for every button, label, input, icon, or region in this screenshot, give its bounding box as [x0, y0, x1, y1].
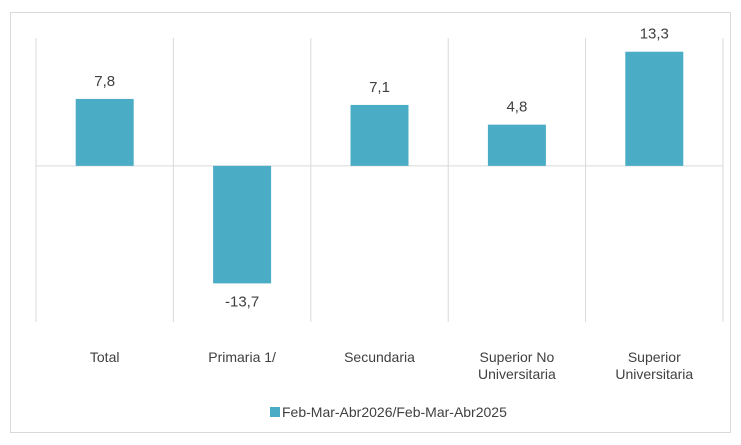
bar — [213, 165, 272, 284]
x-tick-label: Superior Universitaria — [615, 349, 694, 382]
x-tick-label: Secundaria — [344, 349, 415, 365]
data-label: 4,8 — [506, 99, 527, 116]
data-label: 7,8 — [94, 73, 115, 90]
x-tick-label: Primaria 1/ — [208, 349, 276, 365]
x-tick-label: Superior No Universitaria — [477, 349, 556, 382]
bar — [75, 98, 134, 166]
data-label: 7,1 — [369, 79, 390, 96]
legend-swatch — [270, 407, 280, 417]
legend-label: Feb-Mar-Abr2026/Feb-Mar-Abr2025 — [282, 404, 507, 420]
data-label: 13,3 — [640, 26, 669, 43]
bar — [625, 51, 684, 166]
x-tick-label: Total — [89, 349, 120, 365]
chart-border — [10, 12, 731, 433]
bar — [350, 104, 409, 166]
data-label: -13,7 — [225, 293, 259, 310]
bar — [487, 124, 546, 166]
